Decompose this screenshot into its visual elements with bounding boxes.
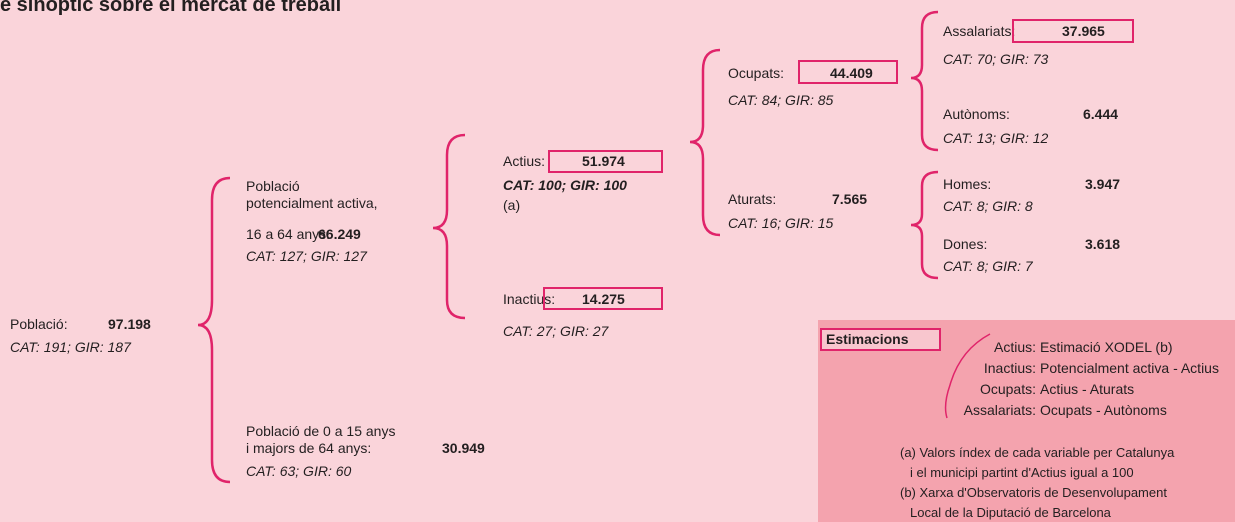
index: CAT: 100; GIR: 100 <box>503 177 627 193</box>
panel <box>818 320 1235 522</box>
formula-value: Actius - Aturats <box>1040 381 1135 397</box>
value-box <box>548 150 663 173</box>
label: Població: <box>10 316 68 332</box>
formula-label: Actius: <box>993 339 1036 355</box>
index: CAT: 8; GIR: 8 <box>943 198 1033 214</box>
value: 37.965 <box>1062 23 1105 39</box>
label: i majors de 64 anys: <box>246 440 372 456</box>
value: 3.947 <box>1085 176 1121 192</box>
formula-label: Ocupats: <box>979 381 1036 397</box>
label: Dones: <box>943 236 988 252</box>
label: Ocupats: <box>728 65 785 81</box>
formula-label: Inactius: <box>983 360 1036 376</box>
formula-value: Estimació XODEL (b) <box>1040 339 1173 355</box>
label: Actius: <box>503 153 546 169</box>
index: CAT: 13; GIR: 12 <box>943 130 1049 146</box>
index: CAT: 127; GIR: 127 <box>246 248 367 264</box>
index: CAT: 63; GIR: 60 <box>246 463 352 479</box>
index: CAT: 191; GIR: 187 <box>10 339 131 355</box>
label: Homes: <box>943 176 992 192</box>
note: Local de la Diputació de Barcelona <box>910 505 1111 520</box>
index: CAT: 16; GIR: 15 <box>728 215 834 231</box>
note: (b) Xarxa d'Observatoris de Desenvolupam… <box>900 485 1167 500</box>
index: CAT: 84; GIR: 85 <box>728 92 834 108</box>
index: CAT: 27; GIR: 27 <box>503 323 609 339</box>
value-box <box>798 60 898 84</box>
label: Assalariats: <box>943 23 1016 39</box>
estimacions-title: Estimacions <box>826 331 909 347</box>
formula-value: Potencialment activa - Actius <box>1040 360 1219 376</box>
label: Població <box>246 178 300 194</box>
note: (a) <box>503 197 521 213</box>
value: 66.249 <box>318 226 361 242</box>
label: Població de 0 a 15 anys <box>246 423 396 439</box>
formula-label: Assalariats: <box>963 402 1036 418</box>
label: Aturats: <box>728 191 777 207</box>
note: i el municipi partint d'Actius igual a 1… <box>910 465 1134 480</box>
value: 30.949 <box>442 440 485 456</box>
label: Inactius: <box>503 291 556 307</box>
note: (a) Valors índex de cada variable per Ca… <box>900 445 1175 460</box>
label: 16 a 64 anys: <box>246 226 331 242</box>
index: CAT: 70; GIR: 73 <box>943 51 1049 67</box>
value-box <box>1012 19 1134 43</box>
value: 3.618 <box>1085 236 1121 252</box>
label: Autònoms: <box>943 106 1010 122</box>
value-box <box>543 287 663 310</box>
value: 51.974 <box>582 153 625 169</box>
label: potencialment activa, <box>246 195 378 211</box>
estimacions-box <box>820 328 941 351</box>
value: 7.565 <box>832 191 868 207</box>
value: 6.444 <box>1083 106 1119 122</box>
value: 14.275 <box>582 291 625 307</box>
value: 44.409 <box>830 65 873 81</box>
index: CAT: 8; GIR: 7 <box>943 258 1033 274</box>
title: e sinoptic sobre el mercat de treball <box>0 0 342 16</box>
value: 97.198 <box>108 316 151 332</box>
formula-value: Ocupats - Autònoms <box>1040 402 1167 418</box>
